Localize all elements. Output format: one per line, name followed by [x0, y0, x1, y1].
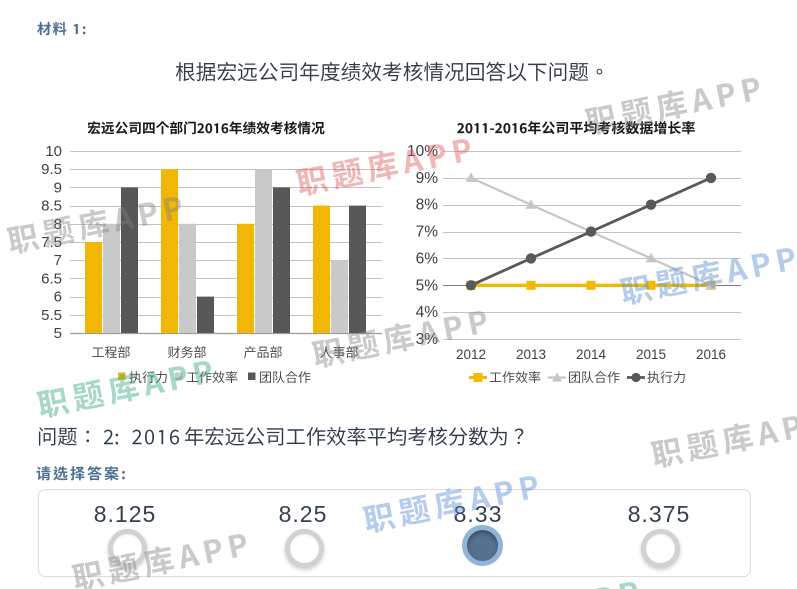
- svg-text:5.5: 5.5: [41, 307, 62, 324]
- svg-text:7: 7: [54, 252, 62, 269]
- svg-text:6%: 6%: [416, 250, 439, 267]
- svg-text:2016: 2016: [696, 347, 726, 362]
- svg-text:2012: 2012: [456, 347, 486, 362]
- svg-text:8.5: 8.5: [41, 198, 62, 215]
- svg-text:2015: 2015: [636, 347, 666, 362]
- svg-text:8%: 8%: [416, 197, 439, 214]
- svg-text:9: 9: [54, 179, 62, 196]
- svg-text:10: 10: [45, 143, 62, 160]
- svg-text:9%: 9%: [416, 170, 439, 187]
- svg-text:9.5: 9.5: [41, 161, 62, 178]
- svg-text:5: 5: [54, 325, 62, 342]
- svg-text:5%: 5%: [416, 277, 439, 294]
- svg-text:7%: 7%: [416, 224, 439, 241]
- svg-text:4%: 4%: [416, 304, 439, 321]
- svg-text:6: 6: [54, 289, 62, 306]
- svg-text:2013: 2013: [516, 347, 546, 362]
- svg-text:2014: 2014: [576, 347, 607, 362]
- svg-text:6.5: 6.5: [41, 270, 62, 287]
